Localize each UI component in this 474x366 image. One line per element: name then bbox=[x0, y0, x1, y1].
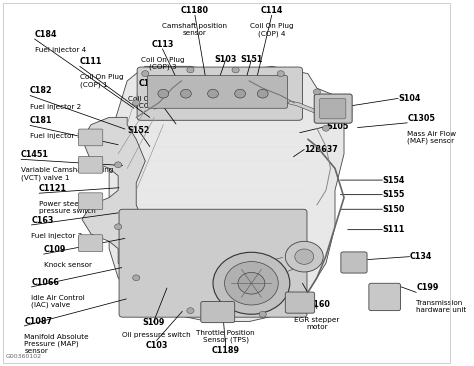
Polygon shape bbox=[288, 101, 317, 113]
Text: S150: S150 bbox=[383, 205, 405, 214]
Text: Fuel injector 3: Fuel injector 3 bbox=[31, 233, 82, 239]
Circle shape bbox=[115, 224, 122, 230]
Text: Power steering
pressure switch: Power steering pressure switch bbox=[39, 201, 96, 214]
Text: Throttle Position
Sensor (TPS): Throttle Position Sensor (TPS) bbox=[196, 330, 255, 343]
Text: S109: S109 bbox=[142, 318, 164, 327]
Text: Coil On Plug
(COP) 1: Coil On Plug (COP) 1 bbox=[80, 74, 123, 87]
Circle shape bbox=[257, 89, 268, 98]
Text: C163: C163 bbox=[31, 216, 54, 225]
FancyBboxPatch shape bbox=[341, 252, 367, 273]
Circle shape bbox=[322, 126, 329, 131]
Circle shape bbox=[115, 162, 122, 168]
Text: 12B637: 12B637 bbox=[304, 145, 338, 154]
Polygon shape bbox=[82, 117, 155, 270]
Circle shape bbox=[285, 241, 323, 272]
Text: Idle Air Control
(IAC) valve: Idle Air Control (IAC) valve bbox=[31, 295, 85, 308]
Text: C1121: C1121 bbox=[39, 184, 67, 193]
FancyBboxPatch shape bbox=[369, 283, 401, 311]
Text: EGR stepper
motor: EGR stepper motor bbox=[294, 317, 339, 329]
Text: Knock sensor: Knock sensor bbox=[44, 262, 91, 268]
Text: C114: C114 bbox=[261, 6, 283, 15]
Text: Transmission
hardware unit: Transmission hardware unit bbox=[416, 300, 466, 313]
FancyBboxPatch shape bbox=[137, 67, 302, 120]
Text: Camshaft position
sensor: Camshaft position sensor bbox=[163, 23, 228, 36]
Text: C1087: C1087 bbox=[24, 317, 52, 326]
FancyBboxPatch shape bbox=[285, 292, 315, 313]
Text: C1305: C1305 bbox=[407, 114, 435, 123]
Circle shape bbox=[213, 252, 290, 314]
Text: Coil On Plug
(COP) 4: Coil On Plug (COP) 4 bbox=[250, 23, 293, 37]
Text: C111: C111 bbox=[80, 57, 102, 66]
FancyBboxPatch shape bbox=[78, 193, 103, 210]
Text: Fuel injector 1: Fuel injector 1 bbox=[30, 134, 82, 139]
Circle shape bbox=[235, 89, 246, 98]
Circle shape bbox=[181, 89, 191, 98]
Circle shape bbox=[187, 67, 194, 73]
FancyBboxPatch shape bbox=[147, 75, 288, 108]
Text: C1180: C1180 bbox=[181, 6, 209, 15]
Text: G00360102: G00360102 bbox=[6, 354, 42, 359]
Text: Oil pressure switch: Oil pressure switch bbox=[122, 332, 191, 337]
Text: S104: S104 bbox=[398, 94, 420, 103]
Text: S111: S111 bbox=[383, 225, 405, 234]
FancyBboxPatch shape bbox=[78, 235, 103, 251]
Text: C112: C112 bbox=[138, 79, 161, 88]
Text: Variable Camshaft Timing
(VCT) valve 1: Variable Camshaft Timing (VCT) valve 1 bbox=[21, 167, 113, 180]
Text: Fuel injector 4: Fuel injector 4 bbox=[35, 47, 86, 53]
Text: C1066: C1066 bbox=[31, 278, 59, 287]
Circle shape bbox=[133, 100, 140, 106]
FancyBboxPatch shape bbox=[78, 156, 103, 173]
FancyBboxPatch shape bbox=[319, 98, 346, 119]
FancyBboxPatch shape bbox=[201, 302, 235, 323]
Text: C109: C109 bbox=[44, 245, 66, 254]
Text: S155: S155 bbox=[383, 190, 405, 199]
Circle shape bbox=[238, 272, 265, 294]
Circle shape bbox=[142, 71, 149, 76]
Text: C134: C134 bbox=[410, 252, 432, 261]
Circle shape bbox=[208, 89, 219, 98]
Text: C113: C113 bbox=[151, 40, 173, 49]
FancyArrowPatch shape bbox=[216, 257, 283, 275]
Circle shape bbox=[295, 249, 314, 264]
Text: S105: S105 bbox=[326, 122, 348, 131]
Circle shape bbox=[313, 89, 320, 95]
Circle shape bbox=[232, 67, 239, 73]
FancyBboxPatch shape bbox=[119, 209, 307, 317]
Text: S154: S154 bbox=[383, 176, 405, 184]
Circle shape bbox=[133, 275, 140, 281]
FancyBboxPatch shape bbox=[314, 94, 352, 123]
Circle shape bbox=[225, 262, 278, 305]
Text: C103: C103 bbox=[146, 340, 168, 350]
Circle shape bbox=[158, 89, 169, 98]
FancyBboxPatch shape bbox=[78, 129, 103, 146]
Text: S152: S152 bbox=[127, 126, 150, 135]
Text: C1160: C1160 bbox=[303, 300, 331, 309]
Circle shape bbox=[277, 71, 284, 76]
Text: S103: S103 bbox=[214, 55, 237, 64]
Polygon shape bbox=[109, 66, 344, 322]
Text: Fuel injector 2: Fuel injector 2 bbox=[30, 104, 82, 109]
Text: C1189: C1189 bbox=[212, 346, 240, 355]
Text: Mass Air Flow
(MAF) sensor: Mass Air Flow (MAF) sensor bbox=[407, 131, 456, 144]
Text: C1451: C1451 bbox=[21, 150, 49, 159]
Text: C184: C184 bbox=[35, 30, 57, 39]
Text: Coil On Plug
(COP) 2: Coil On Plug (COP) 2 bbox=[128, 96, 172, 109]
Text: C199: C199 bbox=[416, 283, 438, 292]
Text: Manifold Absolute
Pressure (MAP)
sensor: Manifold Absolute Pressure (MAP) sensor bbox=[24, 334, 89, 354]
Text: C182: C182 bbox=[30, 86, 53, 96]
Circle shape bbox=[187, 308, 194, 314]
Text: S151: S151 bbox=[240, 55, 263, 64]
Circle shape bbox=[259, 311, 266, 317]
Text: Coil On Plug
(COP) 3: Coil On Plug (COP) 3 bbox=[141, 57, 184, 70]
FancyArrowPatch shape bbox=[288, 258, 321, 271]
Text: C181: C181 bbox=[30, 116, 53, 126]
